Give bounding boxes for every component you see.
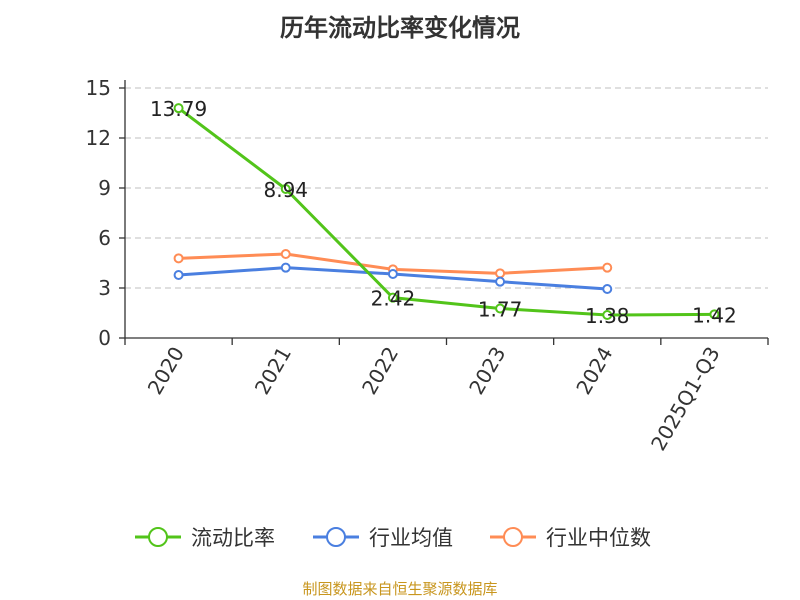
legend-marker-icon xyxy=(326,527,346,547)
legend-label: 流动比率 xyxy=(191,526,275,550)
data-label: 2.42 xyxy=(371,287,416,311)
data-point xyxy=(387,269,398,279)
data-point xyxy=(602,284,613,294)
data-point xyxy=(387,292,398,303)
source-note: 制图数据来自恒生聚源数据库 xyxy=(302,580,498,598)
data-point xyxy=(602,310,613,320)
x-tick-label: 2025Q1-Q3 xyxy=(646,343,725,455)
data-point xyxy=(709,309,720,320)
series-line-0 xyxy=(177,106,715,317)
x-tick-label: 2020 xyxy=(143,343,189,399)
data-label: 1.77 xyxy=(478,298,523,322)
data-point xyxy=(602,262,613,273)
legend-label: 行业中位数 xyxy=(546,526,651,550)
x-tick-label: 2022 xyxy=(357,343,403,399)
data-point xyxy=(173,253,184,264)
legend-marker-icon xyxy=(148,527,168,547)
data-point xyxy=(495,276,506,287)
y-tick-label: 12 xyxy=(86,126,111,150)
data-label: 8.94 xyxy=(263,178,308,202)
legend-label: 行业均值 xyxy=(369,526,453,550)
data-point xyxy=(173,103,184,114)
x-tick-label: 2023 xyxy=(464,343,510,399)
x-tick-label: 2021 xyxy=(250,343,296,399)
data-point xyxy=(173,270,184,280)
data-label: 1.42 xyxy=(692,303,737,327)
y-tick-label: 6 xyxy=(98,226,111,250)
data-point xyxy=(495,268,506,279)
data-point xyxy=(495,303,506,314)
data-label: 1.38 xyxy=(585,304,630,328)
data-point xyxy=(280,184,291,194)
y-tick-label: 0 xyxy=(98,326,111,350)
x-tick-label: 2024 xyxy=(571,343,617,399)
data-point xyxy=(280,249,291,259)
legend-marker-icon xyxy=(503,527,523,547)
data-label: 13.79 xyxy=(150,97,207,121)
data-point xyxy=(280,262,291,273)
y-tick-label: 9 xyxy=(98,176,111,200)
y-tick-label: 3 xyxy=(98,276,111,300)
y-tick-label: 15 xyxy=(86,76,111,100)
chart-title: 历年流动比率变化情况 xyxy=(280,14,520,42)
